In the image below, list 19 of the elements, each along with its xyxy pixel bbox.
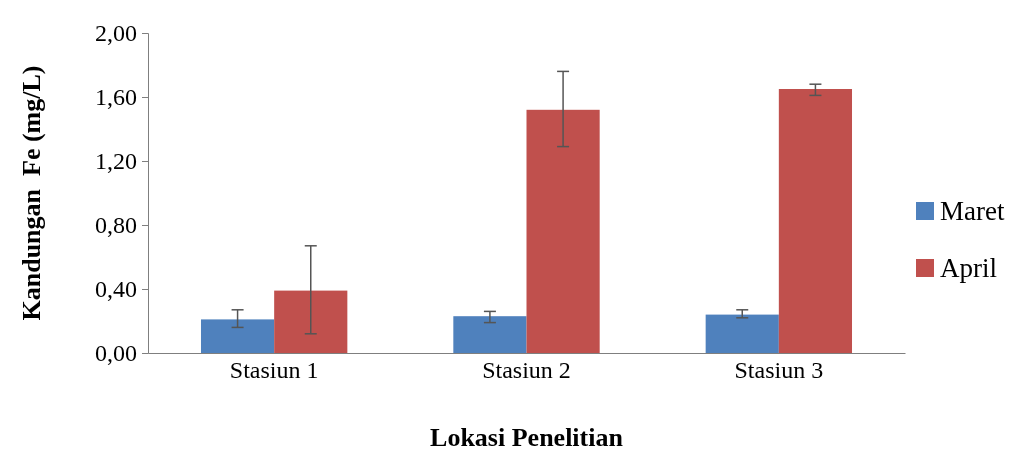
y-tick-label: 0,00 [95, 340, 137, 367]
y-tick-label: 1,20 [95, 148, 137, 175]
x-axis-title: Lokasi Penelitian [430, 423, 624, 452]
bar [200, 319, 275, 353]
y-axis-title: Kandungan Fe (mg/L) [17, 65, 46, 321]
y-tick-label: 0,40 [95, 276, 137, 303]
y-tick-label: 1,60 [95, 84, 137, 111]
legend-label: Maret [940, 196, 1005, 226]
bar [453, 316, 527, 353]
bar [526, 109, 600, 353]
y-tick-label: 0,80 [95, 212, 137, 239]
bar [778, 89, 853, 353]
x-tick-label: Stasiun 1 [229, 357, 319, 383]
legend-label: April [940, 253, 997, 283]
bar [274, 290, 348, 353]
x-tick-label: Stasiun 3 [734, 357, 824, 383]
x-tick-label: Stasiun 2 [482, 357, 571, 383]
y-tick-label: 2,00 [95, 20, 137, 47]
bar [705, 314, 779, 353]
